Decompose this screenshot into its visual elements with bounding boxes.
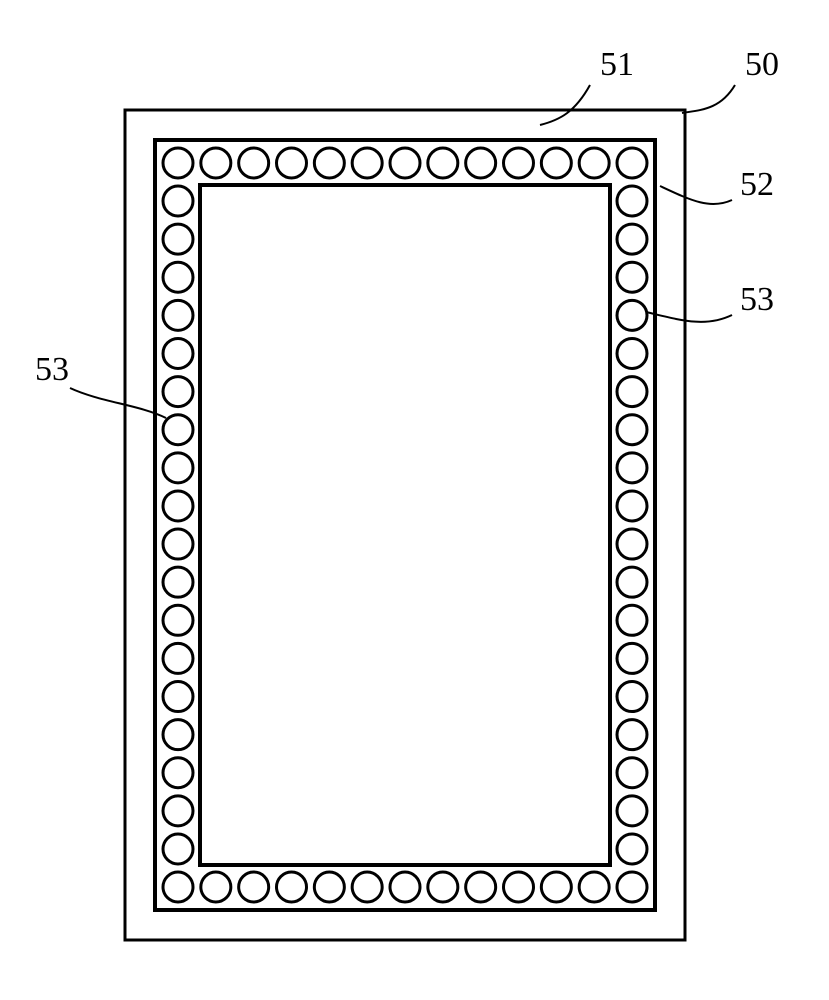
perimeter-circle	[617, 682, 647, 712]
perimeter-circle	[541, 148, 571, 178]
perimeter-circle	[163, 491, 193, 521]
label-50: 50	[745, 46, 779, 83]
perimeter-circle	[163, 148, 193, 178]
perimeter-circle	[239, 872, 269, 902]
perimeter-circle	[617, 415, 647, 445]
perimeter-circle	[163, 262, 193, 292]
perimeter-circle	[352, 148, 382, 178]
label-53r: 53	[740, 281, 774, 318]
perimeter-circle	[390, 872, 420, 902]
perimeter-circle	[352, 872, 382, 902]
perimeter-circle	[163, 643, 193, 673]
perimeter-circle	[163, 453, 193, 483]
perimeter-circle	[163, 529, 193, 559]
diagram-svg: 50 51 52 53 53	[0, 0, 829, 1000]
perimeter-circle	[617, 796, 647, 826]
perimeter-circle	[163, 720, 193, 750]
perimeter-circle	[617, 834, 647, 864]
perimeter-circle	[163, 605, 193, 635]
perimeter-circle	[617, 758, 647, 788]
perimeter-circle	[466, 148, 496, 178]
perimeter-circle	[617, 224, 647, 254]
perimeter-circle	[579, 872, 609, 902]
perimeter-circle	[428, 872, 458, 902]
perimeter-circle	[239, 148, 269, 178]
perimeter-circle	[277, 872, 307, 902]
perimeter-circle	[201, 148, 231, 178]
perimeter-circle	[163, 682, 193, 712]
perimeter-circle	[277, 148, 307, 178]
perimeter-circle	[163, 796, 193, 826]
perimeter-circle	[617, 338, 647, 368]
perimeter-circle	[504, 148, 534, 178]
perimeter-circle	[314, 148, 344, 178]
perimeter-circle	[390, 148, 420, 178]
perimeter-circle	[428, 148, 458, 178]
perimeter-circle	[617, 529, 647, 559]
perimeter-circle	[163, 377, 193, 407]
diagram-canvas: 50 51 52 53 53	[0, 0, 829, 1000]
perimeter-circle	[163, 300, 193, 330]
perimeter-circle	[617, 567, 647, 597]
perimeter-circle	[617, 643, 647, 673]
perimeter-circle	[617, 148, 647, 178]
perimeter-circle	[466, 872, 496, 902]
perimeter-circle	[163, 758, 193, 788]
perimeter-circle	[617, 262, 647, 292]
label-53l: 53	[35, 351, 69, 388]
perimeter-circle	[617, 300, 647, 330]
perimeter-circle	[617, 186, 647, 216]
perimeter-circle	[163, 338, 193, 368]
perimeter-circle	[617, 491, 647, 521]
perimeter-circle	[617, 377, 647, 407]
perimeter-circle	[617, 453, 647, 483]
perimeter-circle	[163, 834, 193, 864]
perimeter-circle	[617, 720, 647, 750]
perimeter-circle	[579, 148, 609, 178]
perimeter-circle	[163, 872, 193, 902]
perimeter-circle	[201, 872, 231, 902]
label-51: 51	[600, 46, 634, 83]
perimeter-circle	[504, 872, 534, 902]
perimeter-circle	[617, 605, 647, 635]
perimeter-circle	[163, 567, 193, 597]
perimeter-circle	[163, 224, 193, 254]
perimeter-circle	[163, 186, 193, 216]
perimeter-circle	[163, 415, 193, 445]
label-52: 52	[740, 166, 774, 203]
perimeter-circle	[314, 872, 344, 902]
perimeter-circle	[541, 872, 571, 902]
perimeter-circle	[617, 872, 647, 902]
